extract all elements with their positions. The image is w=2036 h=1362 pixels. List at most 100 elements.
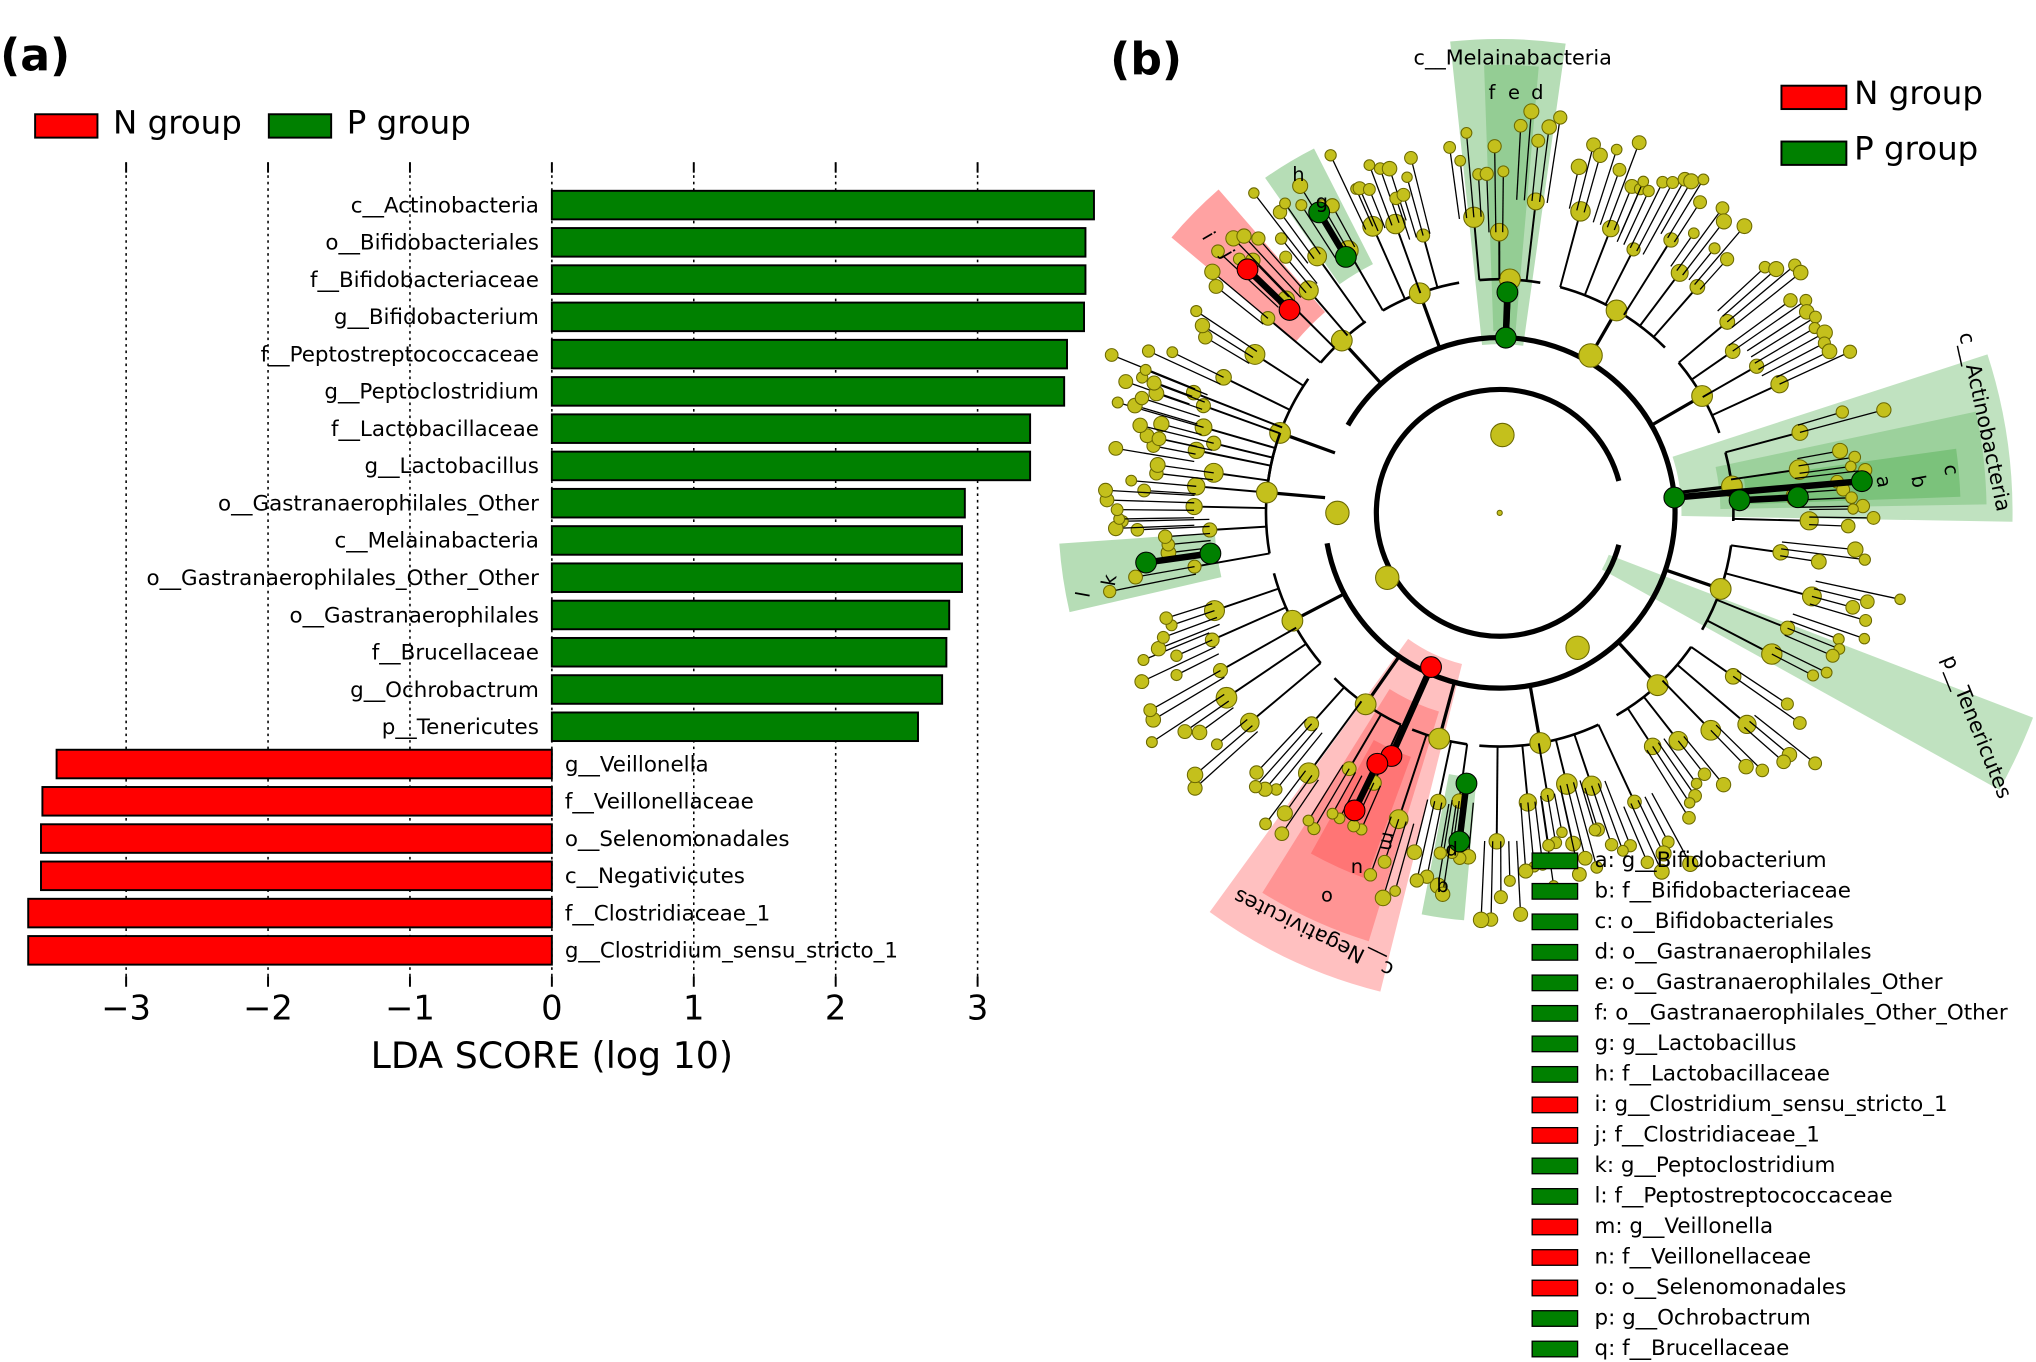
tree-branch xyxy=(1623,190,1650,245)
tree-node xyxy=(1149,457,1166,473)
tree-branch xyxy=(1584,787,1599,830)
tree-branch xyxy=(1754,714,1816,764)
tree-node xyxy=(1866,511,1881,525)
tree-node xyxy=(1276,805,1293,822)
tree-node xyxy=(1146,375,1162,391)
tree-node xyxy=(1416,228,1431,243)
tree-node xyxy=(1185,497,1203,516)
tree-node xyxy=(1236,228,1252,244)
key-label: q: f__Brucellaceae xyxy=(1594,1336,1789,1361)
tree-node xyxy=(1496,509,1503,516)
tree-node xyxy=(1556,826,1568,839)
tree-node xyxy=(1860,594,1875,610)
tree-branch xyxy=(1442,805,1457,895)
tree-node xyxy=(1715,213,1732,230)
bar xyxy=(550,264,1087,295)
tree-branch xyxy=(1265,770,1307,825)
tree-branch xyxy=(1781,548,1865,561)
key-label: g: g__Lactobacillus xyxy=(1594,1031,1796,1056)
tree-branch xyxy=(1137,525,1210,531)
tree-node xyxy=(1354,693,1377,716)
tree-branch xyxy=(1165,532,1211,538)
bar xyxy=(550,301,1086,333)
tree-node xyxy=(1139,363,1152,376)
tree-node xyxy=(1637,175,1650,188)
tree-branch xyxy=(1243,235,1302,298)
bar xyxy=(550,227,1087,258)
tree-branch xyxy=(1726,264,1796,323)
bar xyxy=(550,525,963,556)
tree-branch xyxy=(1642,178,1686,255)
bar xyxy=(550,376,1066,407)
tree-branch xyxy=(1216,718,1248,745)
tree-node xyxy=(1118,374,1134,390)
tree-node xyxy=(1799,511,1819,531)
tree-branch xyxy=(1651,792,1691,865)
bar xyxy=(550,711,919,743)
tree-branch xyxy=(1553,793,1563,833)
tree-branch xyxy=(1256,718,1307,773)
tree-branch xyxy=(1731,272,1802,329)
tree-branch xyxy=(1657,742,1696,797)
tree-node xyxy=(1443,141,1457,154)
tree-branch xyxy=(1402,194,1418,238)
tree-node xyxy=(1643,737,1662,756)
bar xyxy=(550,450,1032,482)
tree-branch xyxy=(1249,662,1322,724)
tree-node xyxy=(1448,830,1471,853)
key-swatch xyxy=(1531,882,1579,900)
tree-node xyxy=(1334,245,1357,268)
tree-node xyxy=(1375,565,1400,590)
tree-branch xyxy=(1710,729,1747,768)
tree-node xyxy=(1697,767,1712,781)
tree-branch xyxy=(1480,840,1486,920)
tree-node xyxy=(1682,855,1699,872)
key-label: f: o__Gastranaerophilales_Other_Other xyxy=(1594,1000,2007,1025)
tree-node xyxy=(1761,643,1783,665)
tree-branch xyxy=(1279,211,1315,260)
tree-branch xyxy=(1754,327,1815,364)
category-label: f__Clostridiaceae_1 xyxy=(565,901,770,926)
tree-branch xyxy=(1678,321,1728,364)
tree-branch xyxy=(1151,693,1225,743)
tree-node xyxy=(1610,143,1623,156)
tree-node xyxy=(1244,343,1266,365)
tree-branch xyxy=(1730,544,1781,554)
tree-branch xyxy=(1465,132,1475,218)
tree-node xyxy=(1487,139,1502,154)
tree-branch xyxy=(1373,387,1622,639)
tree-branch xyxy=(1105,489,1195,497)
tree-branch xyxy=(1667,179,1704,239)
tree-node xyxy=(1151,431,1167,447)
tree-branch xyxy=(1604,248,1635,305)
tree-branch xyxy=(1597,724,1636,803)
bar xyxy=(550,338,1068,370)
key-swatch xyxy=(1531,1035,1579,1053)
tree-branch xyxy=(1661,679,1712,731)
key-swatch xyxy=(1531,1157,1579,1175)
tree-branch xyxy=(1690,646,1734,678)
tree-branch xyxy=(1784,634,1833,657)
node-letter: a xyxy=(1871,474,1896,490)
category-label: c__Negativicutes xyxy=(565,864,745,889)
tree-node xyxy=(1780,697,1794,711)
tree-branch xyxy=(1732,299,1807,352)
tree-branch xyxy=(1630,803,1663,872)
tree-node xyxy=(1302,814,1315,827)
tree-node xyxy=(1428,727,1451,750)
bar xyxy=(41,786,553,817)
tree-node xyxy=(1738,758,1754,775)
tree-node xyxy=(1326,807,1339,820)
tree-branch xyxy=(1196,485,1267,494)
clade-highlight xyxy=(1484,64,1539,332)
tree-node xyxy=(1668,730,1689,751)
tree-node xyxy=(1605,299,1628,322)
tree-node xyxy=(1108,440,1124,456)
tree-node xyxy=(1835,405,1850,419)
tree-node xyxy=(1104,348,1119,362)
bar-chart: −3 −2 −1 0 1 2 3 c__Actinobacteria o__Bifidobact… xyxy=(27,104,1095,1028)
node-letter: q xyxy=(1436,876,1448,899)
category-label: g__Clostridium_sensu_stricto_1 xyxy=(565,939,898,964)
tree-branch xyxy=(1232,237,1297,303)
legend-swatch xyxy=(1780,140,1848,166)
